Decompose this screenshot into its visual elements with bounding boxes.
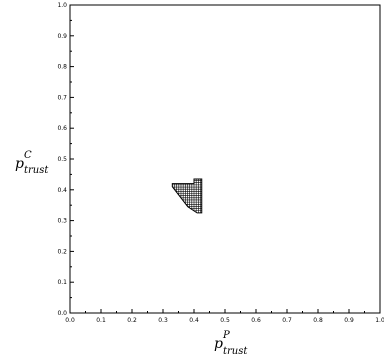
feasible-region [171,178,203,214]
y-axis-label-subscript: trust [24,165,49,176]
x-axis-label-superscript: P [222,330,230,341]
x-axis-ticks: 0.0 0.1 0.2 0.3 0.4 0.5 0.6 0.7 0.8 0.9 1.0 [65,309,384,324]
y-tick-label: 0.0 [57,310,67,317]
y-axis-ticks: 0.0 0.1 0.2 0.3 0.4 0.5 0.6 0.7 0.8 0.9 1.0 [57,2,74,317]
y-axis-label: ptrust [15,156,49,176]
x-axis-label-base: p [214,336,223,352]
region-outline [171,178,203,214]
x-tick-label: 0.9 [344,317,354,324]
y-tick-label: 0.9 [57,33,67,40]
x-axis-label: ptrust [214,336,248,356]
x-tick-label: 0.3 [158,317,168,324]
x-tick-label: 0.2 [127,317,137,324]
x-tick-label: 0.6 [251,317,261,324]
y-tick-label: 0.8 [57,64,67,71]
y-tick-label: 0.4 [57,187,67,194]
y-tick-label: 0.6 [57,125,67,132]
y-tick-label: 0.7 [57,94,67,101]
x-tick-label: 0.4 [189,317,199,324]
x-tick-label: 0.5 [220,317,230,324]
y-tick-label: 0.1 [57,279,67,286]
x-tick-label: 0.1 [96,317,106,324]
x-tick-label: 0.7 [282,317,292,324]
x-axis-label-subscript: trust [223,346,248,356]
y-tick-label: 0.3 [57,218,67,225]
x-tick-label: 0.0 [65,317,75,324]
y-axis-label-superscript: C [24,150,32,161]
y-tick-label: 1.0 [57,2,67,9]
plot-frame [69,4,381,314]
y-axis-label-base: p [15,156,24,172]
x-tick-label: 0.8 [313,317,323,324]
y-tick-label: 0.2 [57,248,67,255]
y-tick-label: 0.5 [57,156,67,163]
x-tick-label: 1.0 [375,317,384,324]
